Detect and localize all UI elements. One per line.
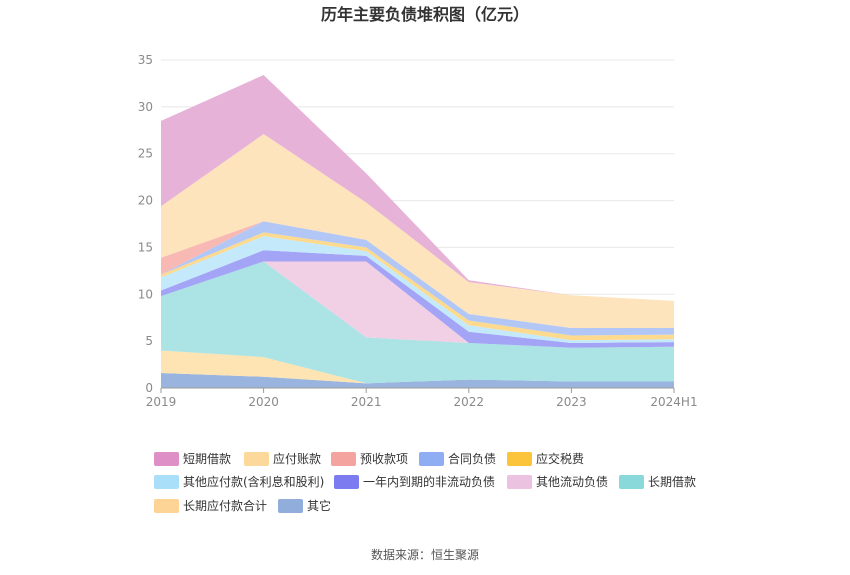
legend-swatch xyxy=(278,499,303,513)
area-series-5 xyxy=(161,236,674,344)
y-tick-label: 20 xyxy=(138,194,153,208)
data-source-note: 数据来源：恒生聚源 xyxy=(371,547,479,562)
area-series-3 xyxy=(161,261,674,348)
area-series-6 xyxy=(161,232,674,341)
y-tick-label: 25 xyxy=(138,147,153,161)
legend-swatch xyxy=(419,452,444,466)
area-series-10 xyxy=(161,74,674,301)
area-series-4 xyxy=(161,250,674,348)
legend-swatch xyxy=(619,475,644,489)
legend-label: 短期借款 xyxy=(183,452,231,466)
legend-item[interactable]: 应交税费 xyxy=(507,451,584,466)
y-tick-label: 30 xyxy=(138,100,153,114)
area-series-0 xyxy=(161,373,674,388)
y-tick-label: 15 xyxy=(138,240,153,254)
legend-label: 一年内到期的非流动负债 xyxy=(363,474,495,489)
x-tick-label: 2020 xyxy=(248,395,279,409)
legend-swatch xyxy=(154,452,179,466)
legend-swatch xyxy=(244,452,269,466)
legend-label: 应付账款 xyxy=(273,451,321,466)
legend-item[interactable]: 短期借款 xyxy=(154,452,231,466)
y-tick-label: 10 xyxy=(138,287,153,301)
legend-item[interactable]: 应付账款 xyxy=(244,451,321,466)
axes: 0 5 10 15 20 25 30 35 2019 2020 2021 2022 2023 2024H1 xyxy=(138,53,698,409)
legend-label: 合同负债 xyxy=(448,451,496,466)
area-series-2 xyxy=(161,261,674,384)
legend-swatch xyxy=(334,475,359,489)
legend-label: 其它 xyxy=(307,498,331,513)
legend-swatch xyxy=(507,452,532,466)
y-tick-label: 5 xyxy=(145,334,153,348)
legend-swatch xyxy=(154,499,179,513)
legend-item[interactable]: 合同负债 xyxy=(419,451,496,466)
area-series-9 xyxy=(161,134,674,329)
x-tick-label: 2019 xyxy=(146,395,177,409)
chart-title: 历年主要负债堆积图（亿元） xyxy=(321,5,529,24)
legend-item[interactable]: 长期应付款合计 xyxy=(154,498,267,513)
area-series-1 xyxy=(161,350,674,384)
legend-swatch xyxy=(331,452,356,466)
legend-item[interactable]: 长期借款 xyxy=(619,475,696,489)
y-tick-label: 35 xyxy=(138,53,153,67)
legend-label: 长期应付款合计 xyxy=(183,498,267,513)
legend-label: 其他应付款(含利息和股利) xyxy=(183,474,324,489)
x-tick-label: 2022 xyxy=(454,395,485,409)
area-series-7 xyxy=(161,221,674,336)
legend-item[interactable]: 一年内到期的非流动负债 xyxy=(334,474,495,489)
legend-swatch xyxy=(154,475,179,489)
legend-swatch xyxy=(507,475,532,489)
legend-label: 预收款项 xyxy=(360,452,408,466)
x-tick-label: 2021 xyxy=(351,395,382,409)
y-tick-label: 0 xyxy=(145,381,153,395)
legend-item[interactable]: 其他应付款(含利息和股利) xyxy=(154,474,324,489)
x-tick-label: 2024H1 xyxy=(650,395,697,409)
x-tick-label: 2023 xyxy=(556,395,587,409)
legend-item[interactable]: 预收款项 xyxy=(331,452,408,466)
legend-label: 应交税费 xyxy=(536,451,584,466)
legend-item[interactable]: 其它 xyxy=(278,498,331,513)
area-series xyxy=(161,74,674,388)
legend-label: 其他流动负债 xyxy=(536,475,608,489)
legend-item[interactable]: 其他流动负债 xyxy=(507,475,608,489)
legend-label: 长期借款 xyxy=(648,475,696,489)
